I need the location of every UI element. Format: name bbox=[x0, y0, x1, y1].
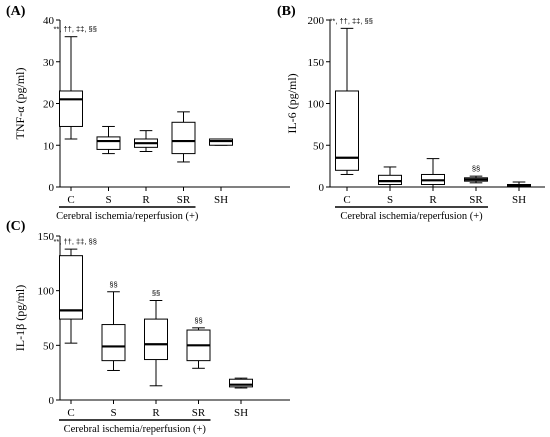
y-tick-label: 100 bbox=[38, 286, 55, 298]
x-tick-label: C bbox=[343, 194, 350, 206]
x-tick-label: SR bbox=[192, 407, 206, 419]
significance-annotation: §§ bbox=[109, 280, 117, 289]
x-tick-label: SH bbox=[214, 194, 228, 206]
panel-label: (A) bbox=[6, 4, 26, 19]
x-tick-label: R bbox=[429, 194, 437, 206]
y-tick-label: 100 bbox=[308, 99, 325, 111]
y-tick-label: 0 bbox=[319, 182, 325, 194]
significance-annotation: **, ††, ‡‡, §§ bbox=[330, 16, 373, 25]
y-tick-label: 10 bbox=[43, 140, 55, 152]
significance-annotation: §§ bbox=[152, 289, 160, 298]
x-tick-label: S bbox=[387, 194, 393, 206]
x-tick-label: C bbox=[67, 407, 74, 419]
group-label: Cerebral ischemia/reperfusion (+) bbox=[56, 211, 199, 222]
box-iqr bbox=[378, 174, 402, 185]
box-iqr bbox=[59, 90, 83, 127]
y-tick-label: 200 bbox=[308, 15, 325, 27]
y-tick-label: 40 bbox=[43, 15, 55, 27]
y-axis-label: TNF-α (pg/ml) bbox=[13, 68, 27, 140]
significance-annotation: **, ††, ‡‡, §§ bbox=[54, 237, 97, 246]
panel-label: (B) bbox=[277, 4, 296, 19]
x-tick-label: S bbox=[105, 194, 111, 206]
box-iqr bbox=[229, 378, 253, 388]
significance-annotation: §§ bbox=[472, 164, 480, 173]
panel-label: (C) bbox=[6, 219, 26, 234]
significance-annotation: **, ††, ‡‡, §§ bbox=[54, 25, 97, 34]
x-tick-label: R bbox=[152, 407, 160, 419]
y-tick-label: 50 bbox=[43, 340, 55, 352]
group-label: Cerebral ischemia/reperfusion (+) bbox=[340, 211, 483, 222]
y-axis-label: IL-6 (pg/ml) bbox=[285, 73, 299, 133]
x-tick-label: C bbox=[67, 194, 74, 206]
y-axis-label: IL-1β (pg/ml) bbox=[13, 285, 27, 351]
significance-annotation: §§ bbox=[194, 316, 202, 325]
y-tick-label: 20 bbox=[43, 99, 55, 111]
box-iqr bbox=[101, 324, 126, 362]
box-iqr bbox=[335, 90, 359, 171]
box-iqr bbox=[144, 318, 168, 361]
box-iqr bbox=[96, 136, 121, 150]
y-tick-label: 150 bbox=[308, 57, 325, 69]
x-tick-label: R bbox=[142, 194, 150, 206]
x-tick-label: SH bbox=[234, 407, 248, 419]
x-tick-label: S bbox=[110, 407, 116, 419]
x-tick-label: SR bbox=[469, 194, 483, 206]
box-iqr bbox=[59, 255, 83, 320]
x-tick-label: SH bbox=[512, 194, 526, 206]
y-tick-label: 30 bbox=[43, 57, 55, 69]
y-tick-label: 150 bbox=[38, 231, 55, 243]
box-iqr bbox=[171, 121, 196, 155]
y-tick-label: 0 bbox=[49, 182, 55, 194]
y-tick-label: 0 bbox=[49, 395, 55, 407]
y-tick-label: 50 bbox=[313, 140, 325, 152]
group-label: Cerebral ischemia/reperfusion (+) bbox=[64, 424, 207, 435]
x-tick-label: SR bbox=[177, 194, 191, 206]
